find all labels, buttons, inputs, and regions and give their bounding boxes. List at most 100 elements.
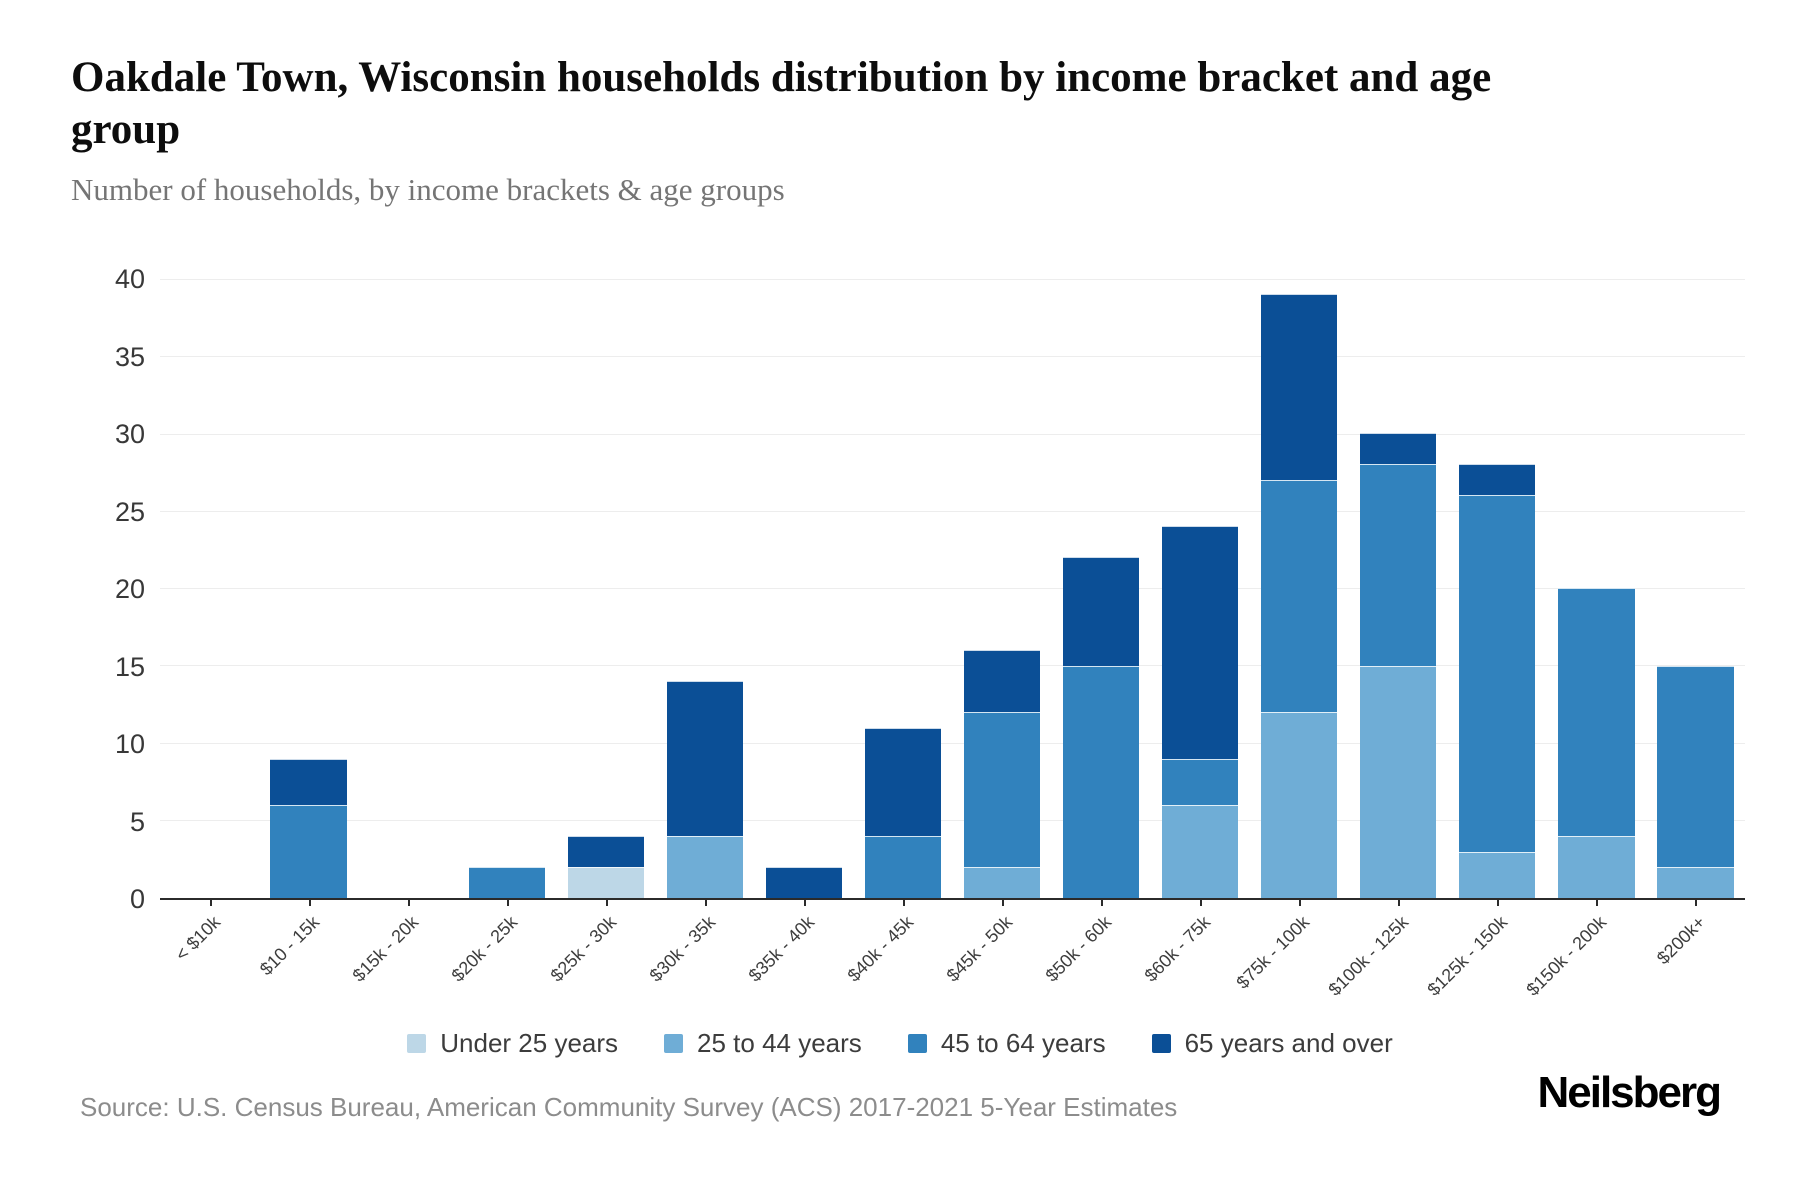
bar-segment bbox=[1062, 665, 1140, 898]
x-tick-label: $200k+ bbox=[1653, 912, 1710, 969]
bar-segment bbox=[1360, 433, 1437, 464]
bar-segment bbox=[1162, 526, 1239, 759]
x-tick-mark bbox=[1299, 900, 1302, 906]
gridline-25 bbox=[160, 510, 1745, 512]
plot-area bbox=[160, 279, 1745, 906]
x-tick-label: $15k - 20k bbox=[348, 912, 422, 986]
bar-segment bbox=[1657, 867, 1734, 898]
bar-segment bbox=[270, 805, 347, 898]
legend-label: 45 to 64 years bbox=[940, 1028, 1106, 1058]
chart-subtitle: Number of households, by income brackets… bbox=[71, 172, 785, 207]
stacked-bar bbox=[567, 836, 644, 898]
y-tick-label-35: 35 bbox=[114, 341, 145, 372]
x-tick-label: $75k - 100k bbox=[1232, 912, 1314, 993]
y-tick-label-0: 0 bbox=[129, 884, 145, 914]
gridline-10 bbox=[160, 742, 1745, 744]
bar-segment bbox=[1459, 851, 1536, 898]
bar-slot bbox=[1547, 280, 1646, 906]
bar-slot bbox=[953, 280, 1052, 906]
legend-label: 65 years and over bbox=[1184, 1028, 1393, 1058]
x-tick-label: $45k - 50k bbox=[942, 912, 1017, 986]
gridline-35 bbox=[160, 356, 1745, 358]
stacked-bar bbox=[864, 727, 942, 898]
stacked-bar bbox=[1261, 293, 1338, 898]
x-tick-mark bbox=[407, 900, 410, 906]
x-tick-label: < $10k bbox=[170, 912, 224, 965]
bar-segment bbox=[1062, 557, 1140, 666]
bar-segment bbox=[468, 867, 545, 898]
bar-slot bbox=[853, 280, 952, 906]
bar-slot bbox=[1646, 280, 1745, 906]
y-tick-label-10: 10 bbox=[114, 729, 145, 759]
bar-segment bbox=[567, 836, 644, 867]
bar-segment bbox=[963, 650, 1041, 712]
y-tick-label-40: 40 bbox=[114, 264, 145, 294]
bar-slot bbox=[1151, 280, 1250, 906]
bar-slot bbox=[655, 280, 754, 906]
x-tick-label: $35k - 40k bbox=[744, 912, 819, 986]
bar-slot bbox=[1448, 280, 1547, 906]
x-tick-label: $25k - 30k bbox=[546, 912, 620, 986]
x-tick-mark bbox=[1596, 900, 1599, 906]
stacked-bar bbox=[270, 758, 347, 898]
legend-item: 25 to 44 years bbox=[664, 1028, 862, 1059]
x-tick-mark bbox=[1497, 900, 1500, 906]
bar-segment bbox=[963, 712, 1041, 867]
legend-label: Under 25 years bbox=[440, 1028, 619, 1058]
bar-segment bbox=[1261, 293, 1338, 480]
gridline-30 bbox=[160, 433, 1745, 435]
bar-segment bbox=[963, 867, 1041, 898]
bars-layer bbox=[160, 280, 1745, 906]
x-tick-label: $10 - 15k bbox=[255, 912, 323, 980]
legend-swatch bbox=[407, 1034, 427, 1053]
x-tick-label: $60k - 75k bbox=[1140, 912, 1215, 986]
bar-segment bbox=[1162, 805, 1239, 898]
bar-segment bbox=[1162, 758, 1239, 805]
bar-slot bbox=[259, 280, 358, 906]
stacked-bar bbox=[765, 867, 843, 898]
bar-segment bbox=[1657, 665, 1734, 867]
x-tick-mark bbox=[1398, 900, 1401, 906]
gridline-5 bbox=[160, 819, 1745, 821]
bar-segment bbox=[1459, 495, 1536, 852]
bar-slot bbox=[1052, 280, 1151, 906]
legend-swatch bbox=[907, 1034, 927, 1053]
x-tick-mark bbox=[308, 900, 311, 906]
bar-segment bbox=[765, 867, 843, 898]
x-tick-mark bbox=[209, 900, 212, 906]
neilsberg-logo: Neilsberg bbox=[1537, 1068, 1722, 1117]
y-tick-label-5: 5 bbox=[129, 806, 145, 837]
stacked-bar bbox=[963, 650, 1041, 898]
stacked-bar bbox=[1162, 526, 1239, 898]
x-tick-label: $50k - 60k bbox=[1041, 912, 1116, 986]
bar-slot bbox=[457, 280, 556, 906]
x-tick-mark bbox=[506, 900, 509, 906]
x-tick-mark bbox=[803, 900, 806, 906]
x-tick-mark bbox=[1695, 900, 1698, 906]
bar-slot bbox=[754, 280, 853, 906]
y-tick-label-20: 20 bbox=[114, 574, 145, 604]
legend-label: 25 to 44 years bbox=[697, 1028, 862, 1058]
bar-segment bbox=[1360, 665, 1437, 898]
stacked-bar bbox=[468, 867, 545, 898]
stacked-bar bbox=[1062, 557, 1140, 898]
bar-slot bbox=[358, 280, 457, 906]
y-tick-label-30: 30 bbox=[114, 419, 145, 449]
x-tick-mark bbox=[1101, 900, 1104, 906]
x-tick-mark bbox=[704, 900, 707, 906]
y-tick-label-15: 15 bbox=[114, 651, 145, 682]
legend-item: 65 years and over bbox=[1151, 1028, 1393, 1059]
bar-segment bbox=[864, 836, 942, 898]
x-tick-label: $20k - 25k bbox=[447, 912, 521, 986]
source-note: Source: U.S. Census Bureau, American Com… bbox=[80, 1092, 1178, 1122]
x-tick-label: $40k - 45k bbox=[843, 912, 918, 986]
legend-item: 45 to 64 years bbox=[907, 1028, 1106, 1059]
x-tick-label: $100k - 125k bbox=[1324, 912, 1413, 1000]
bar-slot bbox=[556, 280, 655, 906]
gridline-15 bbox=[160, 665, 1745, 667]
x-tick-mark bbox=[1002, 900, 1005, 906]
chart-title: Oakdale Town, Wisconsin households distr… bbox=[71, 54, 1492, 154]
legend-swatch bbox=[1151, 1034, 1171, 1053]
x-tick-label: $150k - 200k bbox=[1522, 912, 1611, 1000]
